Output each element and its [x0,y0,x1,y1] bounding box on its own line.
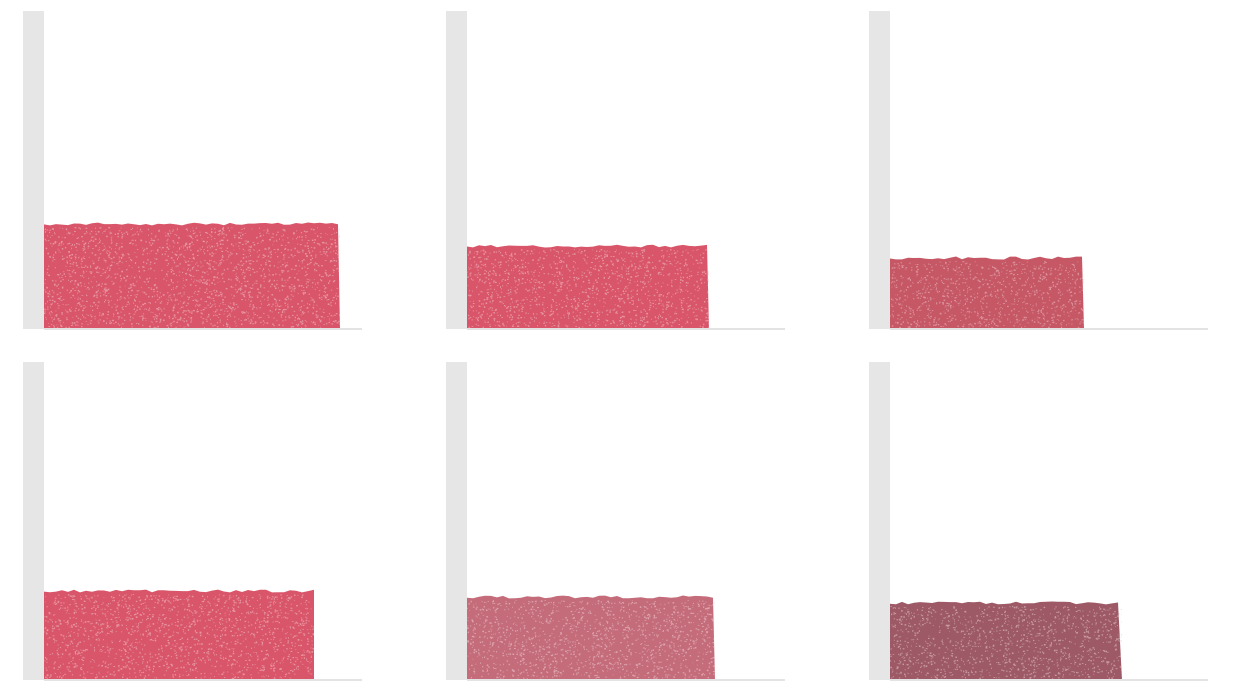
side-wall [23,11,44,329]
particle-bed-graphic [44,588,314,680]
particle-bed-graphic [890,600,1122,680]
floor-line [890,679,1208,681]
panel-3 [869,11,1219,331]
particle-bed-graphic [44,221,340,329]
side-wall [446,362,467,680]
side-wall [23,362,44,680]
particle-bed [467,594,715,680]
particle-bed-graphic [890,255,1084,329]
floor-line [467,679,785,681]
particle-bed-graphic [467,594,715,680]
particle-mass [890,602,1122,681]
particle-bed [44,588,314,680]
particle-bed [467,243,709,329]
particle-bed [890,600,1122,680]
floor-line [890,328,1208,330]
floor-line [467,328,785,330]
floor-line [44,328,362,330]
particle-bed [890,255,1084,329]
particle-mass [467,596,715,681]
side-wall [869,362,890,680]
side-wall [869,11,890,329]
panel-4 [23,362,373,682]
particle-bed [44,221,340,329]
panel-6 [869,362,1219,682]
side-wall [446,11,467,329]
panel-2 [446,11,796,331]
floor-line [44,679,362,681]
panel-5 [446,362,796,682]
panel-1 [23,11,373,331]
particle-bed-graphic [467,243,709,329]
